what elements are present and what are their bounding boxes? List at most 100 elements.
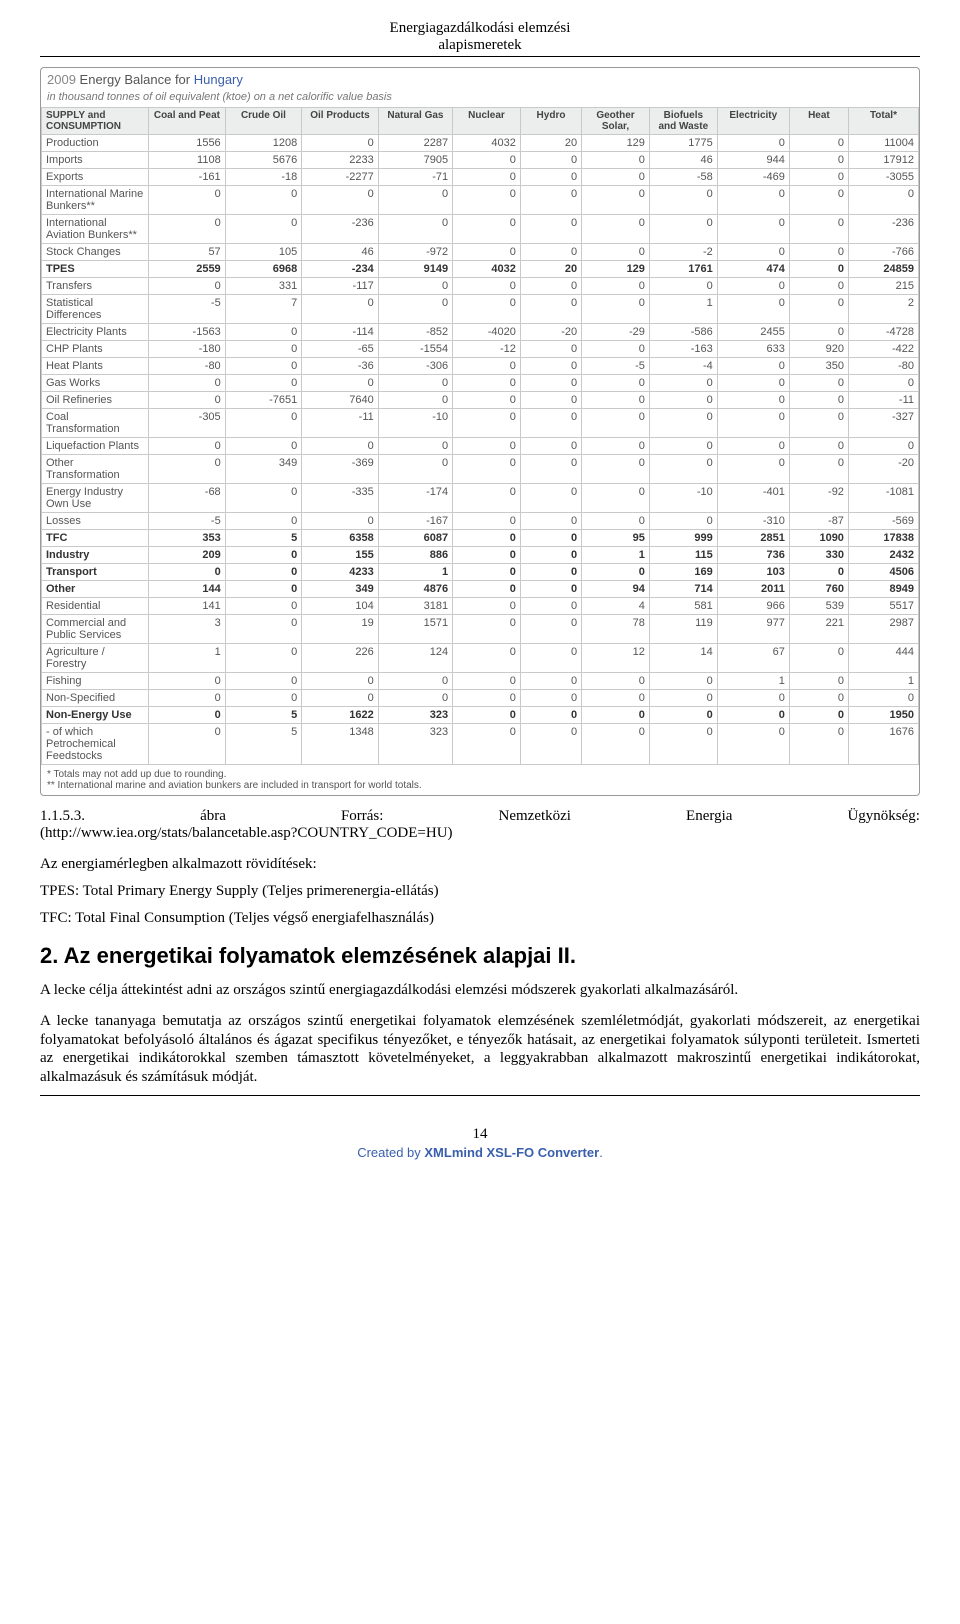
cell: -36 bbox=[302, 358, 379, 375]
cell: 0 bbox=[649, 409, 717, 438]
cell: 17838 bbox=[848, 530, 918, 547]
cell: -310 bbox=[717, 513, 789, 530]
cell: 349 bbox=[302, 581, 379, 598]
cell: 0 bbox=[453, 724, 521, 765]
cell: 17912 bbox=[848, 152, 918, 169]
cell: 0 bbox=[717, 358, 789, 375]
cell: 0 bbox=[717, 215, 789, 244]
cell: 94 bbox=[582, 581, 650, 598]
cell: 0 bbox=[717, 455, 789, 484]
cell: -972 bbox=[378, 244, 452, 261]
cell: 46 bbox=[302, 244, 379, 261]
row-label: Industry bbox=[42, 547, 149, 564]
cell: 4233 bbox=[302, 564, 379, 581]
cell: 20 bbox=[520, 135, 581, 152]
table-row: Energy Industry Own Use-680-335-174000-1… bbox=[42, 484, 919, 513]
row-label: Other Transformation bbox=[42, 455, 149, 484]
cell: 0 bbox=[582, 438, 650, 455]
cell: 0 bbox=[520, 409, 581, 438]
caption-c3: Forrás: bbox=[341, 808, 384, 825]
cell: 0 bbox=[378, 455, 452, 484]
cell: 0 bbox=[302, 513, 379, 530]
cell: 0 bbox=[149, 455, 226, 484]
cell: 1 bbox=[649, 295, 717, 324]
cell: 24859 bbox=[848, 261, 918, 278]
cell: -327 bbox=[848, 409, 918, 438]
cell: 323 bbox=[378, 724, 452, 765]
cell: 11004 bbox=[848, 135, 918, 152]
footer-credit: Created by XMLmind XSL-FO Converter. bbox=[40, 1145, 920, 1160]
cell: 0 bbox=[582, 375, 650, 392]
table-row: Fishing00000000101 bbox=[42, 673, 919, 690]
row-label: Fishing bbox=[42, 673, 149, 690]
cell: 7640 bbox=[302, 392, 379, 409]
cell: 0 bbox=[717, 135, 789, 152]
table-row: Production155612080228740322012917750011… bbox=[42, 135, 919, 152]
row-label: Transport bbox=[42, 564, 149, 581]
cell: -2277 bbox=[302, 169, 379, 186]
row-label: TFC bbox=[42, 530, 149, 547]
cell: 0 bbox=[149, 690, 226, 707]
cell: 57 bbox=[149, 244, 226, 261]
cell: -766 bbox=[848, 244, 918, 261]
table-row: Losses-500-1670000-310-87-569 bbox=[42, 513, 919, 530]
cell: 0 bbox=[225, 598, 302, 615]
cell: 1775 bbox=[649, 135, 717, 152]
cell: 0 bbox=[582, 169, 650, 186]
cell: 0 bbox=[789, 244, 848, 261]
cell: -4020 bbox=[453, 324, 521, 341]
cell: 999 bbox=[649, 530, 717, 547]
cell: 0 bbox=[149, 673, 226, 690]
cell: 444 bbox=[848, 644, 918, 673]
table-row: Non-Energy Use0516223230000001950 bbox=[42, 707, 919, 724]
cell: 0 bbox=[582, 455, 650, 484]
cell: 4506 bbox=[848, 564, 918, 581]
cell: 4876 bbox=[378, 581, 452, 598]
cell: 0 bbox=[582, 513, 650, 530]
cell: 0 bbox=[453, 375, 521, 392]
cell: -7651 bbox=[225, 392, 302, 409]
paragraph-2: A lecke tananyaga bemutatja az országos … bbox=[40, 1012, 920, 1087]
cell: -5 bbox=[149, 295, 226, 324]
cell: 0 bbox=[649, 724, 717, 765]
header-line2: alapismeretek bbox=[438, 37, 521, 53]
table-row: Liquefaction Plants00000000000 bbox=[42, 438, 919, 455]
paragraph-1: A lecke célja áttekintést adni az ország… bbox=[40, 981, 920, 1000]
cell: 78 bbox=[582, 615, 650, 644]
cell: 1556 bbox=[149, 135, 226, 152]
row-label: International Aviation Bunkers** bbox=[42, 215, 149, 244]
col-header: Electricity bbox=[717, 108, 789, 135]
cell: 633 bbox=[717, 341, 789, 358]
cell: 330 bbox=[789, 547, 848, 564]
table-row: Oil Refineries0-765176400000000-11 bbox=[42, 392, 919, 409]
col-header: Oil Products bbox=[302, 108, 379, 135]
cell: 0 bbox=[520, 707, 581, 724]
cell: 2455 bbox=[717, 324, 789, 341]
cell: 0 bbox=[520, 438, 581, 455]
table-header-row: SUPPLY and CONSUMPTIONCoal and PeatCrude… bbox=[42, 108, 919, 135]
table-row: Residential141010431810045819665395517 bbox=[42, 598, 919, 615]
cell: -20 bbox=[848, 455, 918, 484]
cell: 966 bbox=[717, 598, 789, 615]
cell: 1348 bbox=[302, 724, 379, 765]
cell: 0 bbox=[717, 278, 789, 295]
cell: 0 bbox=[789, 152, 848, 169]
cell: 760 bbox=[789, 581, 848, 598]
cell: -12 bbox=[453, 341, 521, 358]
cell: 20 bbox=[520, 261, 581, 278]
cell: 0 bbox=[520, 581, 581, 598]
title-year: 2009 bbox=[47, 72, 76, 87]
cell: 0 bbox=[649, 455, 717, 484]
cell: -10 bbox=[649, 484, 717, 513]
table-row: Gas Works00000000000 bbox=[42, 375, 919, 392]
cell: 0 bbox=[789, 455, 848, 484]
cell: -65 bbox=[302, 341, 379, 358]
cell: 0 bbox=[789, 409, 848, 438]
cell: 0 bbox=[225, 358, 302, 375]
cell: 0 bbox=[378, 392, 452, 409]
cell: 0 bbox=[378, 295, 452, 324]
cell: 539 bbox=[789, 598, 848, 615]
cell: 350 bbox=[789, 358, 848, 375]
row-label: - of which Petrochemical Feedstocks bbox=[42, 724, 149, 765]
cell: 0 bbox=[453, 707, 521, 724]
